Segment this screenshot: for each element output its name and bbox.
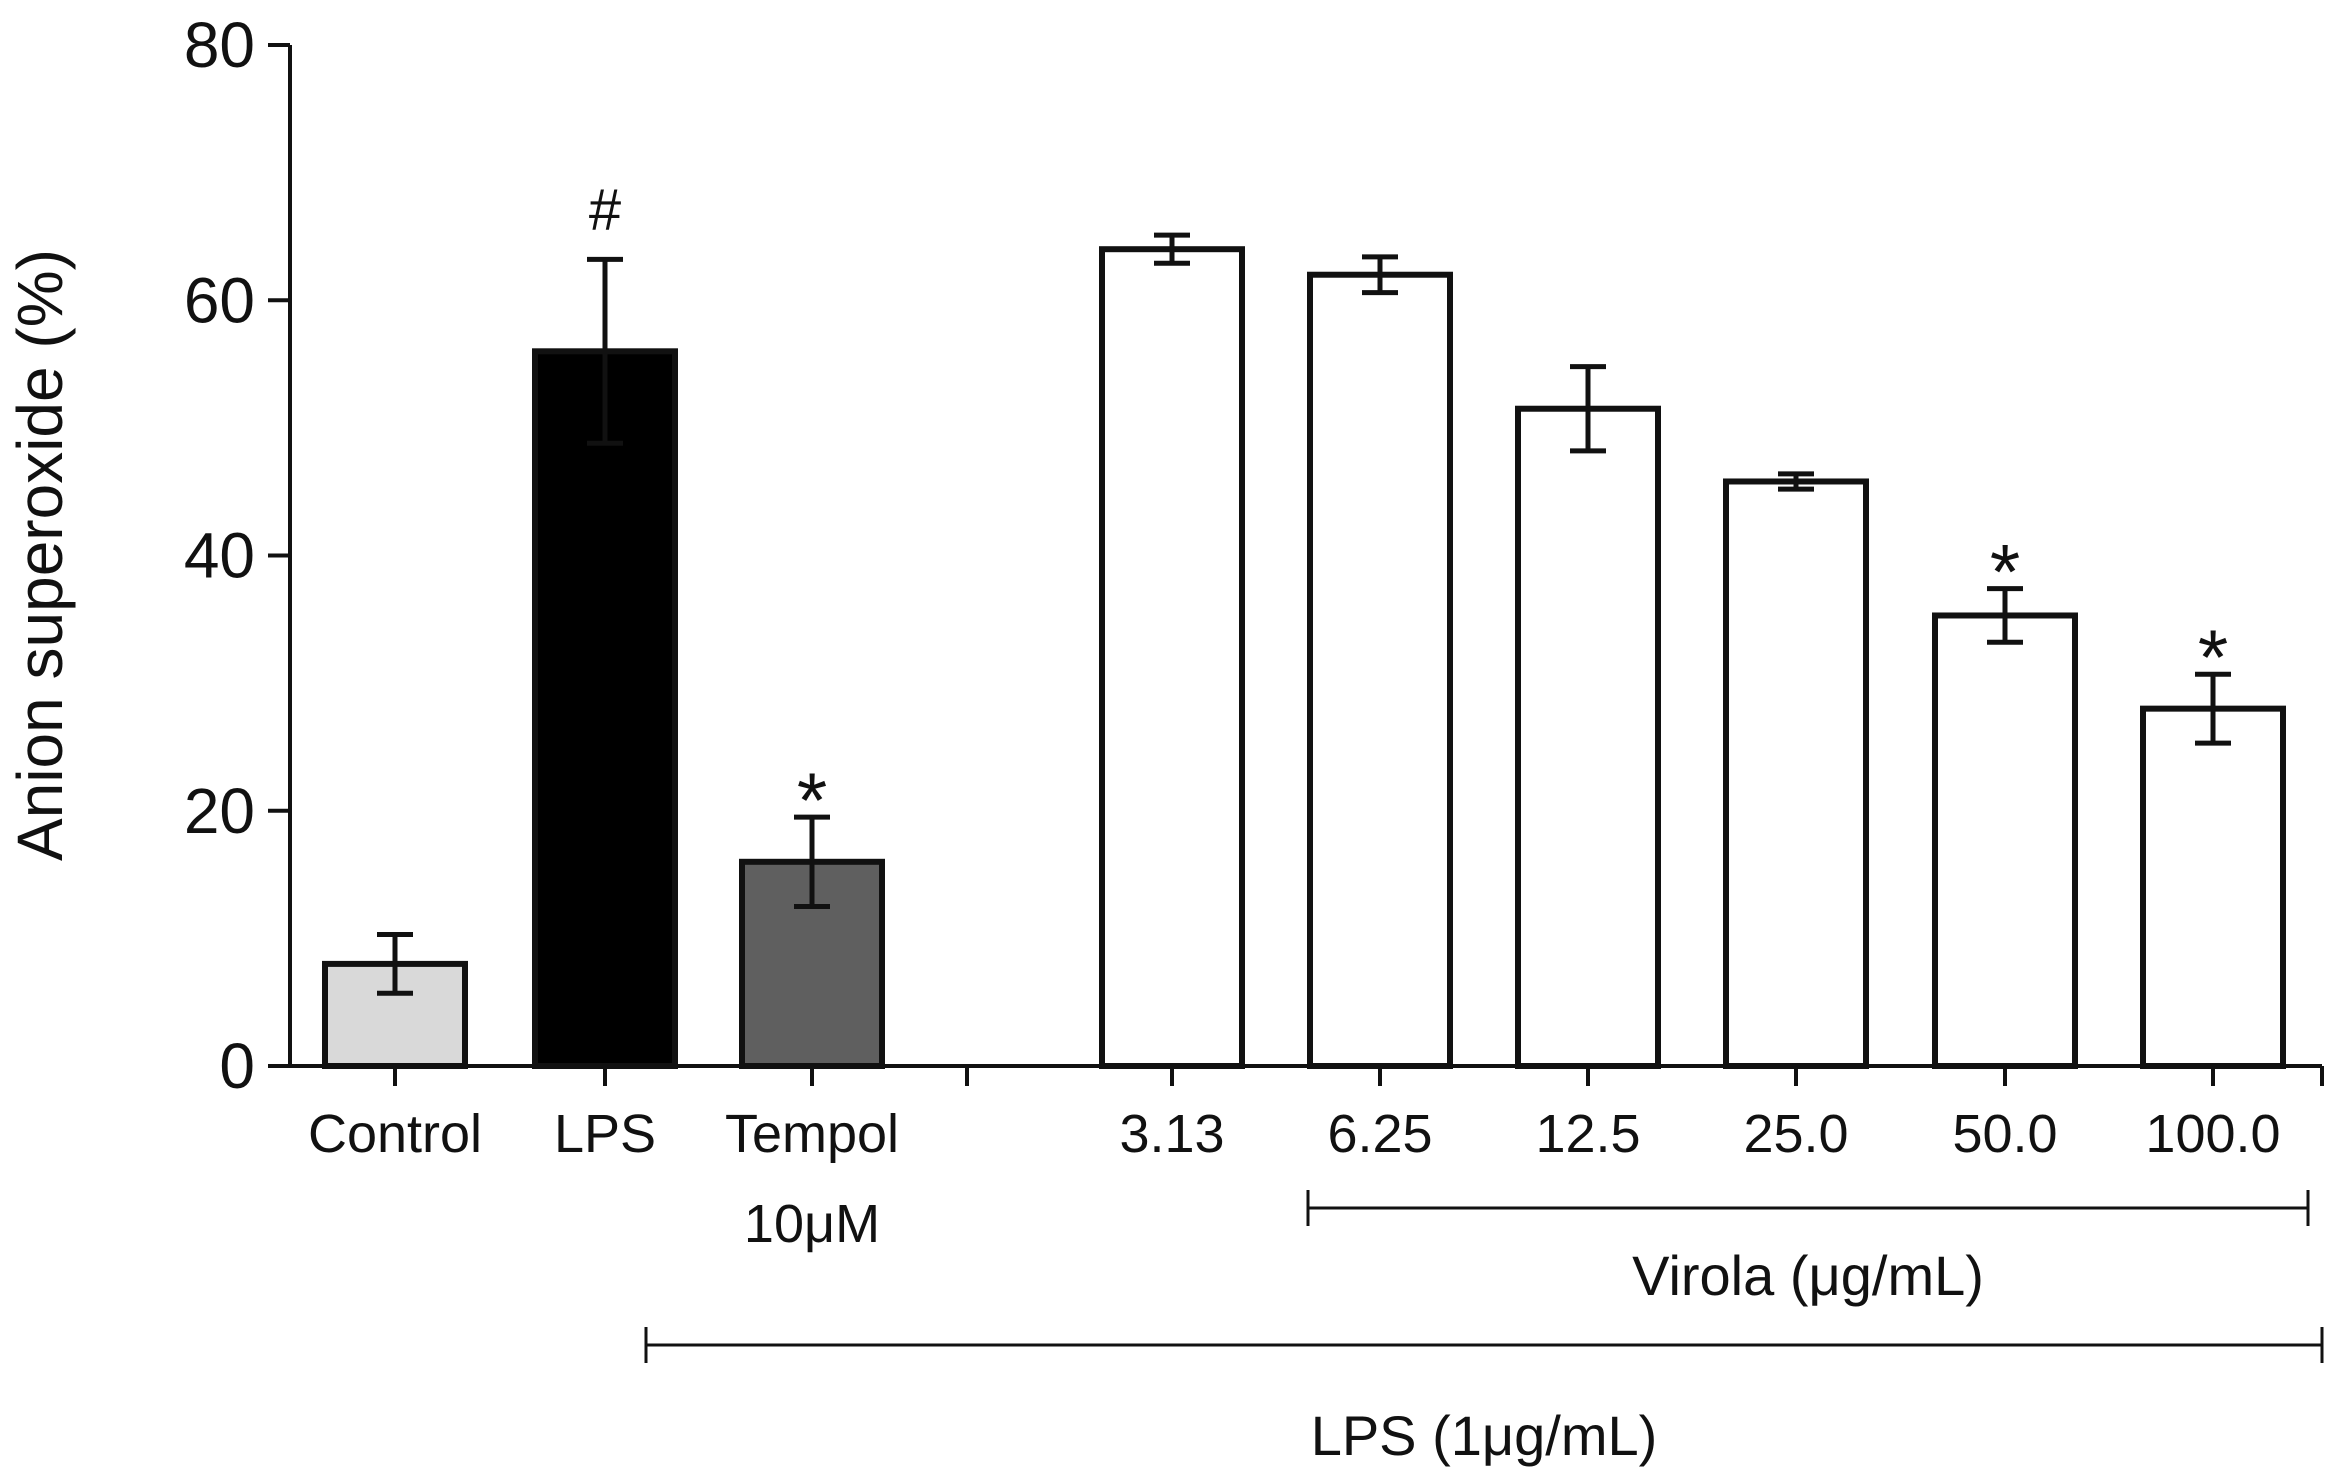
error-bar-8 bbox=[2195, 671, 2231, 746]
x-tick-label-lps: LPS bbox=[554, 1104, 656, 1164]
y-tick-label-0: 0 bbox=[219, 1030, 255, 1102]
significance-mark-7: * bbox=[1990, 528, 2020, 616]
significance-mark-2: * bbox=[797, 756, 827, 844]
y-tick-label-20: 20 bbox=[184, 775, 255, 847]
y-tick-label-80: 80 bbox=[184, 9, 255, 81]
error-bar-4 bbox=[1362, 254, 1398, 296]
bracket-line-0 bbox=[1306, 1190, 2310, 1226]
x-tick-label-100-0: 100.0 bbox=[2145, 1104, 2280, 1164]
bar-3 bbox=[1099, 246, 1245, 1069]
error-bar-3 bbox=[1154, 232, 1190, 266]
x-tick-label-50-0: 50.0 bbox=[1952, 1104, 2057, 1164]
x-axis: Control LPS Tempol 10μM 3.13 6.25 12.5 25.0 50.0… bbox=[290, 1064, 2324, 1254]
error-bar-6 bbox=[1778, 471, 1814, 492]
error-bar-0 bbox=[377, 932, 413, 996]
bar-4 bbox=[1307, 271, 1453, 1070]
bracket-line-1 bbox=[644, 1327, 2324, 1363]
x-tick-label-12-5: 12.5 bbox=[1535, 1104, 1640, 1164]
bar-1 bbox=[532, 348, 678, 1069]
bar-7 bbox=[1932, 612, 2078, 1069]
error-bar-5 bbox=[1570, 364, 1606, 454]
y-tick-label-40: 40 bbox=[184, 520, 255, 592]
significance-mark-1: # bbox=[589, 177, 621, 242]
bars-group: # * * * bbox=[322, 177, 2286, 1070]
error-bar-7 bbox=[1987, 586, 2023, 645]
x-tick-label-25-0: 25.0 bbox=[1743, 1104, 1848, 1164]
y-axis: 0 20 40 60 80 bbox=[184, 9, 292, 1102]
error-bar-1 bbox=[587, 256, 623, 446]
x-tick-label-6-25: 6.25 bbox=[1327, 1104, 1432, 1164]
bracket-label-0: Virola (μg/mL) bbox=[1632, 1244, 1984, 1307]
bar-5 bbox=[1515, 405, 1661, 1069]
significance-mark-8: * bbox=[2198, 613, 2228, 701]
x-tick-label-control: Control bbox=[308, 1104, 482, 1164]
x-tick-label-tempol: Tempol bbox=[725, 1104, 899, 1164]
brackets-group: Virola (μg/mL) LPS (1μg/mL) bbox=[644, 1190, 2324, 1467]
bracket-label-1: LPS (1μg/mL) bbox=[1311, 1404, 1658, 1467]
error-bar-2 bbox=[794, 814, 830, 909]
y-axis-label: Anion superoxide (%) bbox=[4, 249, 76, 861]
x-tick-sublabel-tempol: 10μM bbox=[744, 1194, 880, 1254]
bar-8 bbox=[2140, 705, 2286, 1070]
y-tick-label-60: 60 bbox=[184, 264, 255, 336]
bar-6 bbox=[1723, 478, 1869, 1070]
x-tick-label-3-13: 3.13 bbox=[1119, 1104, 1224, 1164]
